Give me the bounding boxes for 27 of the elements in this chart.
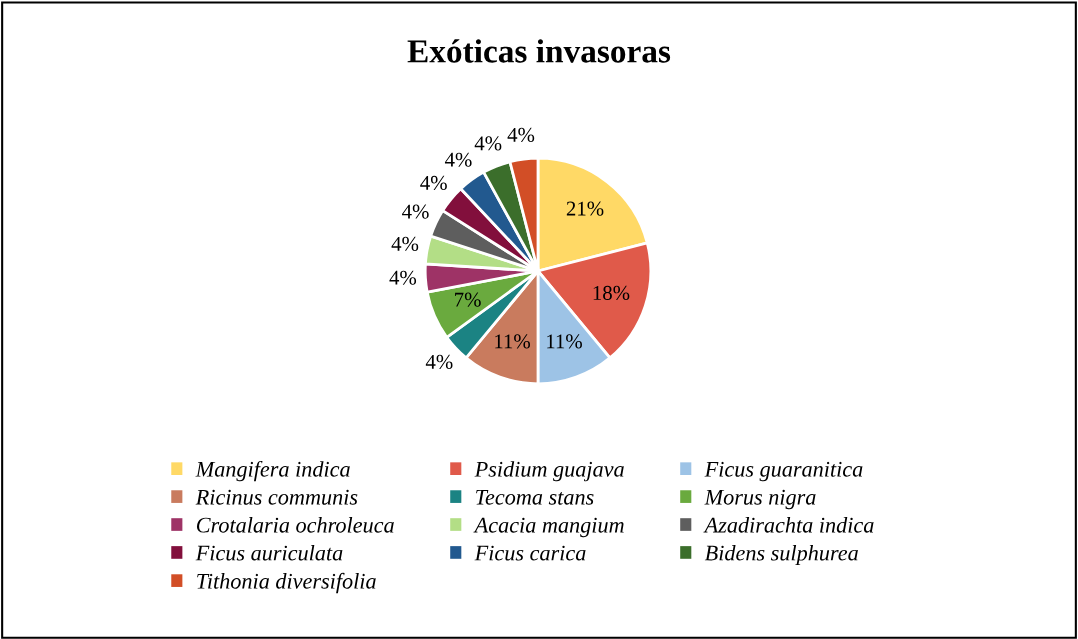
- legend-label: Crotalaria ochroleuca: [196, 517, 394, 533]
- legend-label: Tecoma stans: [476, 489, 594, 505]
- legend-label: Ficus carica: [474, 545, 586, 561]
- data-label: 21%: [566, 201, 604, 216]
- legend-label: Ficus guaranitica: [704, 461, 863, 482]
- data-label: 7%: [455, 292, 481, 307]
- data-label: 4%: [420, 175, 447, 190]
- legend-label: Psidium guajava: [474, 461, 624, 482]
- legend-label: Bidens sulphurea: [704, 544, 858, 566]
- legend-label: Ficus auriculata: [195, 544, 343, 561]
- legend-label: Azadirachta indica: [703, 517, 874, 533]
- legend-label: Mangifera indica: [195, 460, 350, 482]
- data-label: 4%: [389, 270, 417, 285]
- legend-label: Morus nigra: [704, 489, 816, 510]
- chart-title: Exóticas invasoras: [407, 39, 671, 63]
- data-label: 11%: [547, 334, 582, 349]
- data-label: 4%: [425, 354, 453, 369]
- legend-label: Acacia mangium: [473, 517, 624, 538]
- data-label: 4%: [444, 152, 472, 167]
- data-label: 4%: [474, 136, 502, 151]
- data-label: 18%: [593, 285, 630, 300]
- legend-label: Ricinus communis: [195, 489, 358, 505]
- data-label: 11%: [495, 334, 531, 349]
- data-label: 4%: [402, 204, 429, 219]
- legend-label: Tithonia diversifolia: [197, 572, 376, 594]
- data-label: 4%: [391, 236, 419, 251]
- data-label: 4%: [507, 127, 535, 142]
